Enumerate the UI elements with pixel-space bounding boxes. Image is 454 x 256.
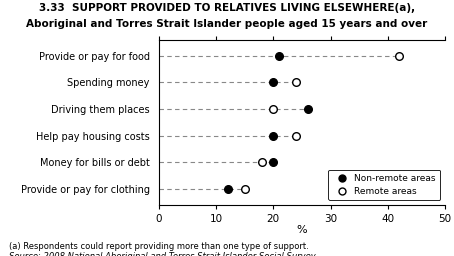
Text: (a) Respondents could report providing more than one type of support.: (a) Respondents could report providing m… — [9, 242, 309, 251]
Legend: Non-remote areas, Remote areas: Non-remote areas, Remote areas — [328, 170, 440, 200]
Text: Source: 2008 National Aboriginal and Torres Strait Islander Social Survey.: Source: 2008 National Aboriginal and Tor… — [9, 252, 318, 256]
X-axis label: %: % — [296, 225, 307, 235]
Text: 3.33  SUPPORT PROVIDED TO RELATIVES LIVING ELSEWHERE(a),: 3.33 SUPPORT PROVIDED TO RELATIVES LIVIN… — [39, 3, 415, 13]
Text: Aboriginal and Torres Strait Islander people aged 15 years and over: Aboriginal and Torres Strait Islander pe… — [26, 19, 428, 29]
